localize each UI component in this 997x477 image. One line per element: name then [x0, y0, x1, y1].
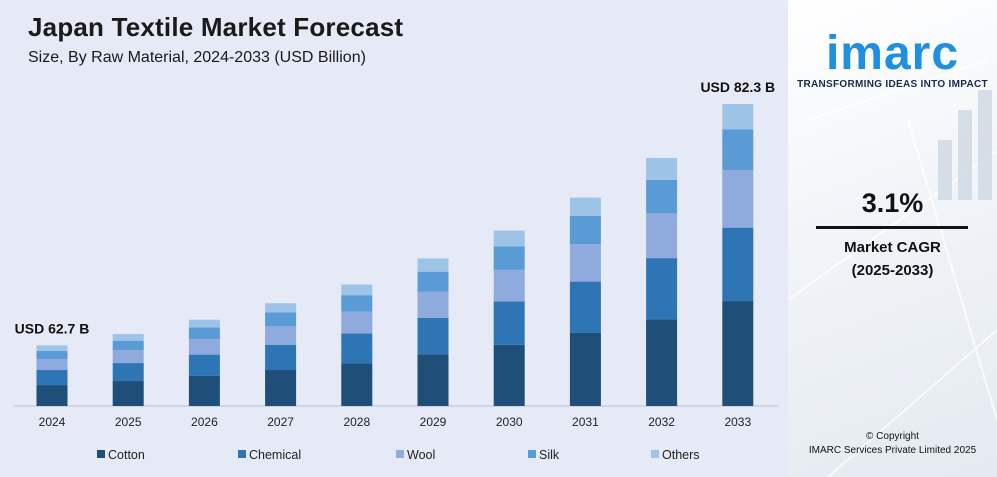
- background-decoration: [788, 59, 997, 477]
- bar-segment-others-2025: [112, 334, 144, 341]
- copyright-text: © Copyright: [866, 431, 919, 442]
- bar-segment-silk-2025: [112, 340, 144, 351]
- bar-segment-wool-2025: [112, 350, 144, 364]
- total-annotation-2033: USD 82.3 B: [700, 79, 775, 95]
- legend-swatch-others: [651, 450, 659, 458]
- cagr-value: 3.1%: [861, 188, 924, 218]
- bar-segment-chemical-2029: [417, 317, 449, 355]
- bar-segment-others-2026: [188, 319, 220, 328]
- chart-title: Japan Textile Market Forecast: [28, 12, 404, 42]
- bar-segment-cotton-2024: [36, 385, 68, 406]
- bar-segment-silk-2029: [417, 271, 449, 292]
- bar-segment-cotton-2026: [188, 375, 220, 406]
- legend-label-silk: Silk: [539, 448, 560, 462]
- legend-label-chemical: Chemical: [249, 448, 301, 462]
- cagr-period: (2025-2033): [851, 262, 934, 279]
- bar-segment-wool-2031: [569, 244, 601, 282]
- bar-segment-wool-2028: [341, 311, 373, 334]
- chart-subtitle: Size, By Raw Material, 2024-2033 (USD Bi…: [28, 49, 366, 66]
- legend-label-cotton: Cotton: [108, 448, 145, 462]
- bar-segment-chemical-2031: [569, 281, 601, 333]
- legend-swatch-wool: [396, 450, 404, 458]
- bar-segment-silk-2032: [646, 179, 678, 214]
- stacked-bar-chart: 2024 2025 2026 2027 2028 2029 2030 2031 2032 2033…: [14, 79, 778, 462]
- bar-segment-silk-2033: [722, 129, 754, 171]
- bar-segment-cotton-2025: [112, 381, 144, 406]
- bar-segment-chemical-2025: [112, 363, 144, 382]
- bar-segment-cotton-2032: [646, 319, 678, 406]
- bar-segment-wool-2027: [265, 326, 297, 345]
- x-tick-label-2027: 2027: [267, 415, 294, 429]
- bar-segment-silk-2030: [493, 246, 525, 270]
- bar-segment-cotton-2031: [569, 332, 601, 406]
- bar-segment-chemical-2032: [646, 258, 678, 320]
- bar-segment-wool-2026: [188, 339, 220, 355]
- cagr-divider: [816, 226, 968, 229]
- bar-segment-others-2027: [265, 303, 297, 313]
- x-tick-label-2030: 2030: [496, 415, 523, 429]
- bar-segment-chemical-2033: [722, 227, 754, 302]
- cagr-label: Market CAGR: [844, 239, 941, 256]
- bar-segment-wool-2033: [722, 170, 754, 228]
- x-tick-label-2031: 2031: [572, 415, 599, 429]
- bar-segment-cotton-2030: [493, 344, 525, 406]
- bar-segment-others-2030: [493, 230, 525, 247]
- x-tick-label-2024: 2024: [39, 415, 66, 429]
- bar-segment-wool-2030: [493, 269, 525, 302]
- imarc-logo: imarc: [825, 27, 960, 80]
- bar-segment-chemical-2026: [188, 354, 220, 376]
- bar-segment-others-2032: [646, 157, 678, 180]
- bar-segment-wool-2032: [646, 213, 678, 259]
- bar-segment-chemical-2028: [341, 333, 373, 364]
- legend-swatch-silk: [528, 450, 536, 458]
- total-annotation-2024: USD 62.7 B: [15, 320, 90, 336]
- bar-segment-silk-2027: [265, 312, 297, 327]
- x-tick-label-2028: 2028: [343, 415, 370, 429]
- bar-segment-cotton-2029: [417, 354, 449, 406]
- bar-segment-chemical-2030: [493, 301, 525, 345]
- legend-swatch-chemical: [238, 450, 246, 458]
- company-name: IMARC Services Private Limited 2025: [808, 445, 977, 456]
- x-tick-label-2025: 2025: [115, 415, 142, 429]
- bar-segment-others-2024: [36, 345, 68, 351]
- x-tick-label-2033: 2033: [724, 415, 751, 429]
- sidebar: imarc TRANSFORMING IDEAS INTO IMPACT 3.1…: [788, 0, 997, 477]
- logo-tagline: TRANSFORMING IDEAS INTO IMPACT: [797, 79, 988, 90]
- bar-segment-silk-2024: [36, 350, 68, 360]
- bar-segment-cotton-2028: [341, 363, 373, 406]
- bar-segment-cotton-2033: [722, 301, 754, 406]
- bar-segment-chemical-2027: [265, 344, 297, 371]
- legend-label-others: Others: [662, 448, 700, 462]
- bar-segment-cotton-2027: [265, 370, 297, 406]
- bar-segment-others-2031: [569, 197, 601, 216]
- bar-segment-others-2033: [722, 104, 754, 130]
- bar-segment-others-2029: [417, 258, 449, 272]
- legend-swatch-cotton: [97, 450, 105, 458]
- bar-segment-others-2028: [341, 284, 373, 296]
- bar-segment-wool-2029: [417, 291, 449, 318]
- bar-segment-silk-2028: [341, 295, 373, 312]
- bar-segment-chemical-2024: [36, 370, 68, 386]
- bar-segment-wool-2024: [36, 359, 68, 371]
- x-tick-label-2032: 2032: [648, 415, 675, 429]
- bar-segment-silk-2031: [569, 215, 601, 245]
- chart-panel: Japan Textile Market Forecast Size, By R…: [0, 0, 788, 477]
- bar-segment-silk-2026: [188, 327, 220, 340]
- legend-label-wool: Wool: [407, 448, 435, 462]
- x-tick-label-2029: 2029: [420, 415, 447, 429]
- x-tick-label-2026: 2026: [191, 415, 218, 429]
